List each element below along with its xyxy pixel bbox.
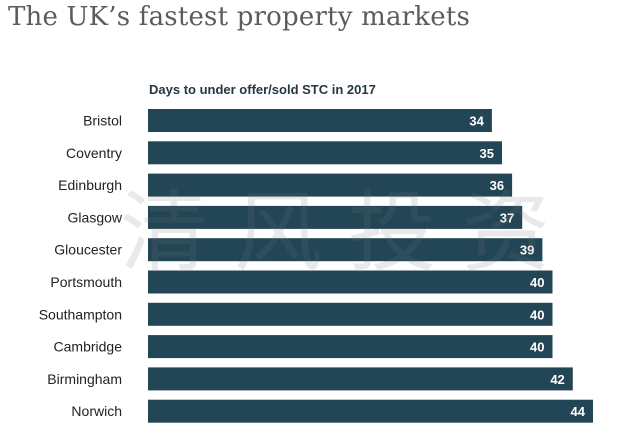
value-label-edinburgh: 36: [490, 178, 504, 193]
bar-bristol: [148, 109, 492, 132]
value-label-southampton: 40: [530, 307, 544, 322]
category-label-cambridge: Cambridge: [54, 339, 123, 355]
category-label-birmingham: Birmingham: [47, 371, 122, 387]
value-label-birmingham: 42: [550, 372, 564, 387]
bar-edinburgh: [148, 173, 513, 197]
value-label-cambridge: 40: [530, 340, 544, 355]
bar-glasgow: [148, 205, 523, 229]
value-label-gloucester: 39: [520, 243, 534, 258]
value-label-norwich: 44: [571, 404, 586, 419]
category-label-edinburgh: Edinburgh: [58, 177, 122, 193]
category-label-coventry: Coventry: [66, 145, 122, 161]
category-label-gloucester: Gloucester: [54, 242, 122, 258]
value-label-portsmouth: 40: [530, 275, 544, 290]
bar-gloucester: [148, 238, 543, 262]
category-label-bristol: Bristol: [83, 113, 122, 129]
value-label-coventry: 35: [480, 146, 494, 161]
value-label-bristol: 34: [469, 114, 484, 129]
category-label-southampton: Southampton: [39, 306, 122, 322]
category-label-portsmouth: Portsmouth: [50, 274, 122, 290]
bar-southampton: [148, 302, 553, 326]
bar-cambridge: [148, 335, 553, 359]
category-label-norwich: Norwich: [71, 403, 122, 419]
bar-norwich: [148, 399, 593, 423]
bar-coventry: [148, 141, 502, 165]
category-label-glasgow: Glasgow: [68, 209, 123, 225]
value-label-glasgow: 37: [500, 210, 514, 225]
bar-portsmouth: [148, 270, 553, 294]
page-title: The UK’s fastest property markets: [8, 2, 471, 32]
chart-title: Days to under offer/sold STC in 2017: [149, 82, 376, 97]
bar-birmingham: [148, 367, 573, 391]
